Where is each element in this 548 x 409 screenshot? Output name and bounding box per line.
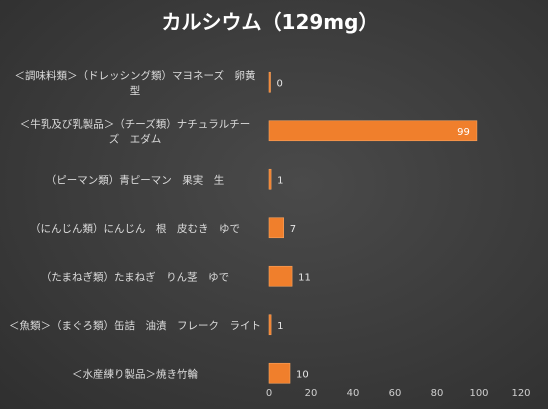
bar-5 bbox=[268, 314, 272, 336]
x-tick-6: 120 bbox=[511, 388, 530, 399]
x-tick-5: 100 bbox=[469, 388, 488, 399]
category-label-6: ＜水産練り製品＞焼き竹輪 bbox=[72, 367, 198, 380]
x-tick-4: 80 bbox=[431, 388, 444, 399]
category-label-2: （ピーマン類）青ピーマン 果実 生 bbox=[46, 173, 225, 186]
bar-2 bbox=[268, 168, 272, 190]
category-label-5: ＜魚類＞（まぐろ類）缶詰 油漬 フレーク ライト bbox=[9, 319, 261, 332]
category-label-0: ＜調味料類＞（ドレッシング類）マヨネーズ 卵黄型 bbox=[15, 69, 256, 97]
x-axis-ticks: 0 20 40 60 80 100 120 bbox=[266, 388, 531, 399]
bar-4 bbox=[268, 265, 293, 287]
category-label-4: （たまねぎ類）たまねぎ りん茎 ゆで bbox=[41, 270, 229, 283]
bar-3 bbox=[268, 217, 284, 239]
data-label-4: 11 bbox=[298, 272, 311, 283]
x-tick-3: 60 bbox=[389, 388, 402, 399]
bars-layer bbox=[268, 71, 478, 384]
bar-6 bbox=[268, 362, 291, 384]
data-label-0: 0 bbox=[277, 78, 283, 89]
data-label-2: 1 bbox=[277, 175, 283, 186]
data-label-5: 1 bbox=[277, 321, 283, 332]
data-label-1: 99 bbox=[457, 127, 470, 138]
bar-1 bbox=[268, 120, 478, 142]
data-label-6: 10 bbox=[296, 369, 309, 380]
chart-title: カルシウム（129mg） bbox=[162, 10, 379, 34]
category-label-3: （にんじん類）にんじん 根 皮むき ゆで bbox=[30, 222, 240, 235]
x-tick-2: 40 bbox=[347, 388, 360, 399]
category-labels: ＜調味料類＞（ドレッシング類）マヨネーズ 卵黄型 ＜牛乳及び乳製品＞（チーズ類）ナ… bbox=[9, 69, 261, 381]
data-label-3: 7 bbox=[290, 224, 296, 235]
category-label-1: ＜牛乳及び乳製品＞（チーズ類）ナチュラルチーズ エダム bbox=[20, 117, 250, 145]
bar-0 bbox=[268, 71, 271, 93]
x-tick-0: 0 bbox=[266, 388, 272, 399]
x-tick-1: 20 bbox=[305, 388, 318, 399]
